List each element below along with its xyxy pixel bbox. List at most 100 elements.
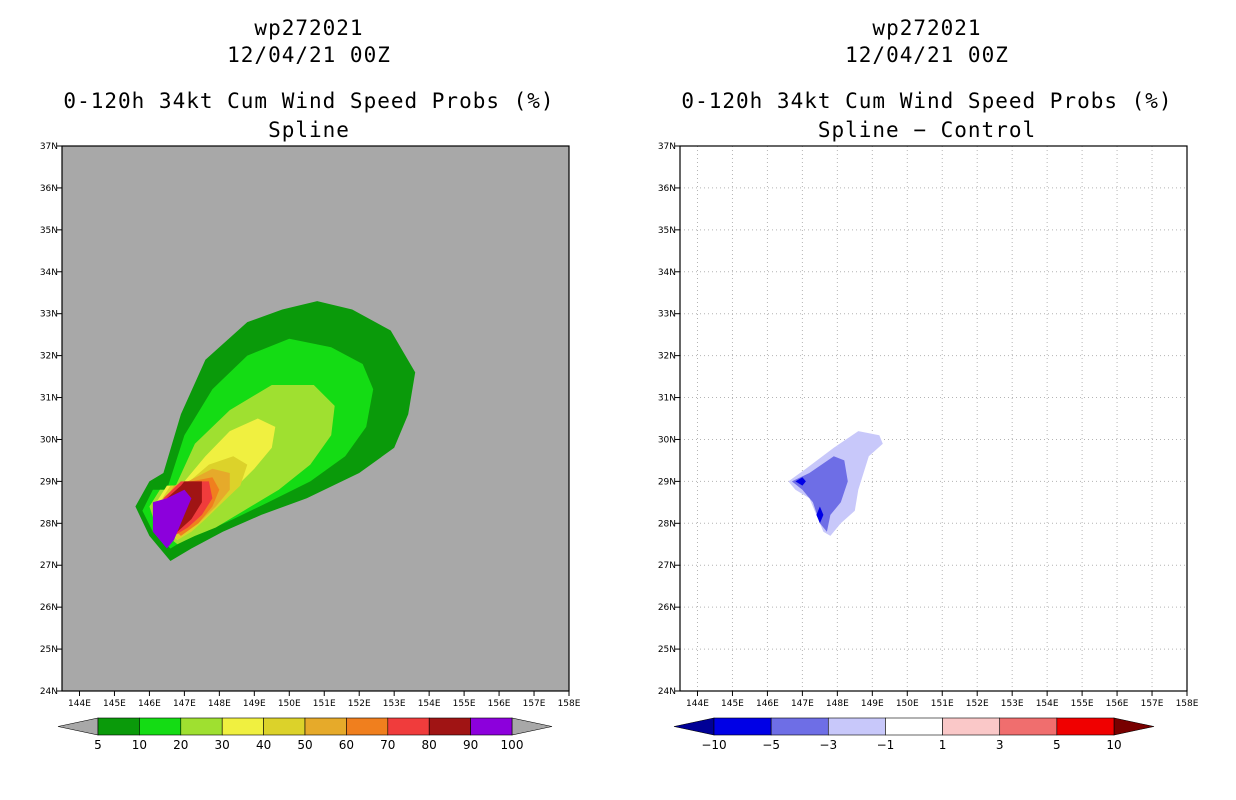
colorbar-segment [942, 717, 1001, 736]
x-tick-label: 150E [896, 699, 919, 709]
plot-background [680, 146, 1187, 691]
left-panel: wp272021 12/04/21 00Z 0-120h 34kt Cum Wi… [40, 16, 581, 752]
colorbar-label: 5 [1053, 738, 1061, 752]
colorbar-under-arrow [57, 717, 99, 736]
chart-subtitle: Spline − Control [817, 118, 1037, 142]
y-tick-label: 35N [40, 226, 58, 236]
colorbar-label: 30 [215, 738, 230, 752]
colorbar-segment [770, 717, 829, 736]
colorbar-label: 100 [501, 738, 524, 752]
y-tick-label: 31N [40, 394, 58, 404]
colorbar-label: −1 [877, 738, 895, 752]
x-tick-label: 147E [791, 699, 814, 709]
y-tick-label: 25N [40, 645, 58, 655]
colorbar-segment [221, 717, 264, 736]
probability-map-chart: 144E 145E 146E 147E 148E 149E 150E 151E 152E 153E… [40, 142, 581, 752]
x-tick-label: 158E [1176, 699, 1199, 709]
y-tick-label: 34N [40, 268, 58, 278]
y-tick-label: 30N [40, 435, 58, 445]
storm-id: wp272021 [872, 16, 982, 40]
y-tick-label: 28N [40, 519, 58, 529]
x-tick-label: 155E [453, 699, 476, 709]
difference-map-chart: 144E 145E 146E 147E 148E 149E 150E 151E 152E 153E… [658, 142, 1199, 752]
colorbar-label: −3 [819, 738, 837, 752]
contour-level-90 [152, 489, 192, 549]
y-tick-label: 28N [658, 519, 676, 529]
colorbar-label: 50 [297, 738, 312, 752]
y-tick-label: 32N [658, 352, 676, 362]
x-tick-label: 153E [383, 699, 406, 709]
forecast-datetime: 12/04/21 00Z [227, 43, 391, 67]
colorbar-label: 5 [94, 738, 102, 752]
colorbar-segment [999, 717, 1058, 736]
colorbar-segment [97, 717, 140, 736]
chart-subtitle: Spline [268, 118, 350, 142]
y-tick-label: 25N [658, 645, 676, 655]
x-tick-label: 152E [966, 699, 989, 709]
colorbar-label: 90 [463, 738, 478, 752]
colorbar-segment [180, 717, 223, 736]
y-tick-label: 33N [658, 310, 676, 320]
colorbar-label: 10 [1106, 738, 1121, 752]
x-tick-label: 145E [721, 699, 744, 709]
colorbar-label: 80 [422, 738, 437, 752]
x-tick-label: 146E [756, 699, 779, 709]
plot-frame [679, 145, 1188, 692]
y-tick-label: 24N [40, 687, 58, 697]
colorbar-over-arrow [511, 717, 553, 736]
y-tick-label: 30N [658, 435, 676, 445]
colorbar-label: 70 [380, 738, 395, 752]
x-tick-label: 149E [243, 699, 266, 709]
colorbar-segment [304, 717, 347, 736]
colorbar-label: 20 [173, 738, 188, 752]
y-tick-label: 29N [658, 477, 676, 487]
x-tick-label: 158E [558, 699, 581, 709]
y-tick-label: 26N [658, 603, 676, 613]
colorbar-label: −5 [762, 738, 780, 752]
contour-level-neg5 [795, 477, 806, 486]
x-tick-label: 157E [1141, 699, 1164, 709]
x-tick-label: 154E [1036, 699, 1059, 709]
colorbar-segment [387, 717, 430, 736]
forecast-datetime: 12/04/21 00Z [845, 43, 1009, 67]
colorbar-under-arrow [673, 717, 715, 736]
x-tick-label: 144E [686, 699, 709, 709]
x-tick-label: 145E [103, 699, 126, 709]
y-tick-label: 37N [658, 142, 676, 152]
colorbar-segment [1056, 717, 1115, 736]
x-tick-label: 148E [208, 699, 231, 709]
x-tick-label: 146E [138, 699, 161, 709]
colorbar-segment [428, 717, 471, 736]
x-tick-label: 154E [418, 699, 441, 709]
x-tick-label: 151E [313, 699, 336, 709]
colorbar-segment [263, 717, 306, 736]
y-tick-label: 37N [40, 142, 58, 152]
chart-title: 0-120h 34kt Cum Wind Speed Probs (%) [681, 89, 1173, 113]
x-tick-label: 148E [826, 699, 849, 709]
y-tick-label: 26N [40, 603, 58, 613]
x-tick-label: 151E [931, 699, 954, 709]
x-tick-label: 155E [1071, 699, 1094, 709]
colorbar-label: 60 [339, 738, 354, 752]
colorbar-segment [139, 717, 182, 736]
colorbar-label: 40 [256, 738, 271, 752]
y-tick-label: 36N [658, 184, 676, 194]
colorbar-over-arrow [1113, 717, 1155, 736]
y-tick-label: 32N [40, 352, 58, 362]
chart-title: 0-120h 34kt Cum Wind Speed Probs (%) [63, 89, 555, 113]
y-tick-label: 31N [658, 394, 676, 404]
y-tick-label: 27N [40, 561, 58, 571]
colorbar-label: −10 [701, 738, 726, 752]
plot-frame [61, 145, 570, 692]
x-tick-label: 152E [348, 699, 371, 709]
y-tick-label: 34N [658, 268, 676, 278]
y-tick-label: 29N [40, 477, 58, 487]
colorbar-segment [885, 717, 943, 736]
x-tick-label: 157E [523, 699, 546, 709]
y-tick-label: 33N [40, 310, 58, 320]
colorbar-segment [346, 717, 389, 736]
x-tick-label: 153E [1001, 699, 1024, 709]
colorbar-segment [713, 717, 772, 736]
x-tick-label: 156E [488, 699, 511, 709]
x-tick-label: 156E [1106, 699, 1129, 709]
